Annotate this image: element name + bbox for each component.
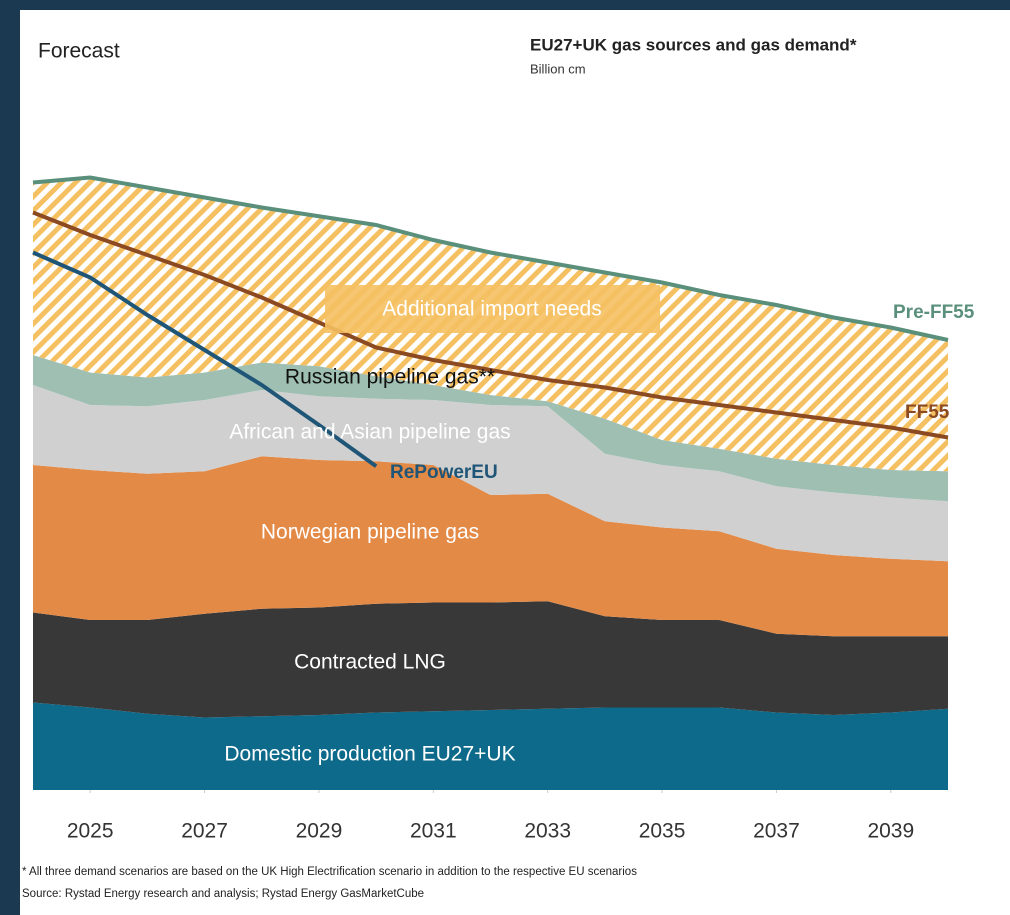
line-label: RePowerEU xyxy=(390,462,498,483)
chart-subtitle: Billion cm xyxy=(530,61,586,76)
chart-title: EU27+UK gas sources and gas demand* xyxy=(530,35,857,54)
annotation: Forecast xyxy=(38,40,120,63)
x-tick-label: 2035 xyxy=(639,820,686,843)
line xyxy=(32,175,949,342)
source: Source: Rystad Energy research and analy… xyxy=(22,888,424,900)
x-tick-label: 2033 xyxy=(524,820,571,843)
x-tick-label: 2039 xyxy=(867,820,914,843)
area xyxy=(33,702,948,790)
footnote: * All three demand scenarios are based o… xyxy=(22,866,637,878)
line-label: FF55 xyxy=(905,402,950,423)
x-tick-label: 2029 xyxy=(296,820,343,843)
x-tick-label: 2031 xyxy=(410,820,457,843)
x-tick-label: 2025 xyxy=(67,820,114,843)
label-box xyxy=(325,285,660,333)
area xyxy=(33,456,948,637)
x-tick-label: 2037 xyxy=(753,820,800,843)
area xyxy=(33,355,948,502)
area-label: Norwegian pipeline gas xyxy=(261,521,479,544)
area xyxy=(33,601,948,718)
line xyxy=(32,250,378,468)
area-label: Russian pipeline gas** xyxy=(285,366,495,389)
x-tick-label: 2027 xyxy=(181,820,228,843)
area-label: Contracted LNG xyxy=(294,651,446,674)
line xyxy=(32,210,949,440)
area-label: Domestic production EU27+UK xyxy=(224,743,515,766)
area-label: Additional import needs xyxy=(382,298,601,321)
line-label: Pre-FF55 xyxy=(893,302,975,323)
area-label: African and Asian pipeline gas xyxy=(229,421,510,444)
area xyxy=(33,385,948,562)
